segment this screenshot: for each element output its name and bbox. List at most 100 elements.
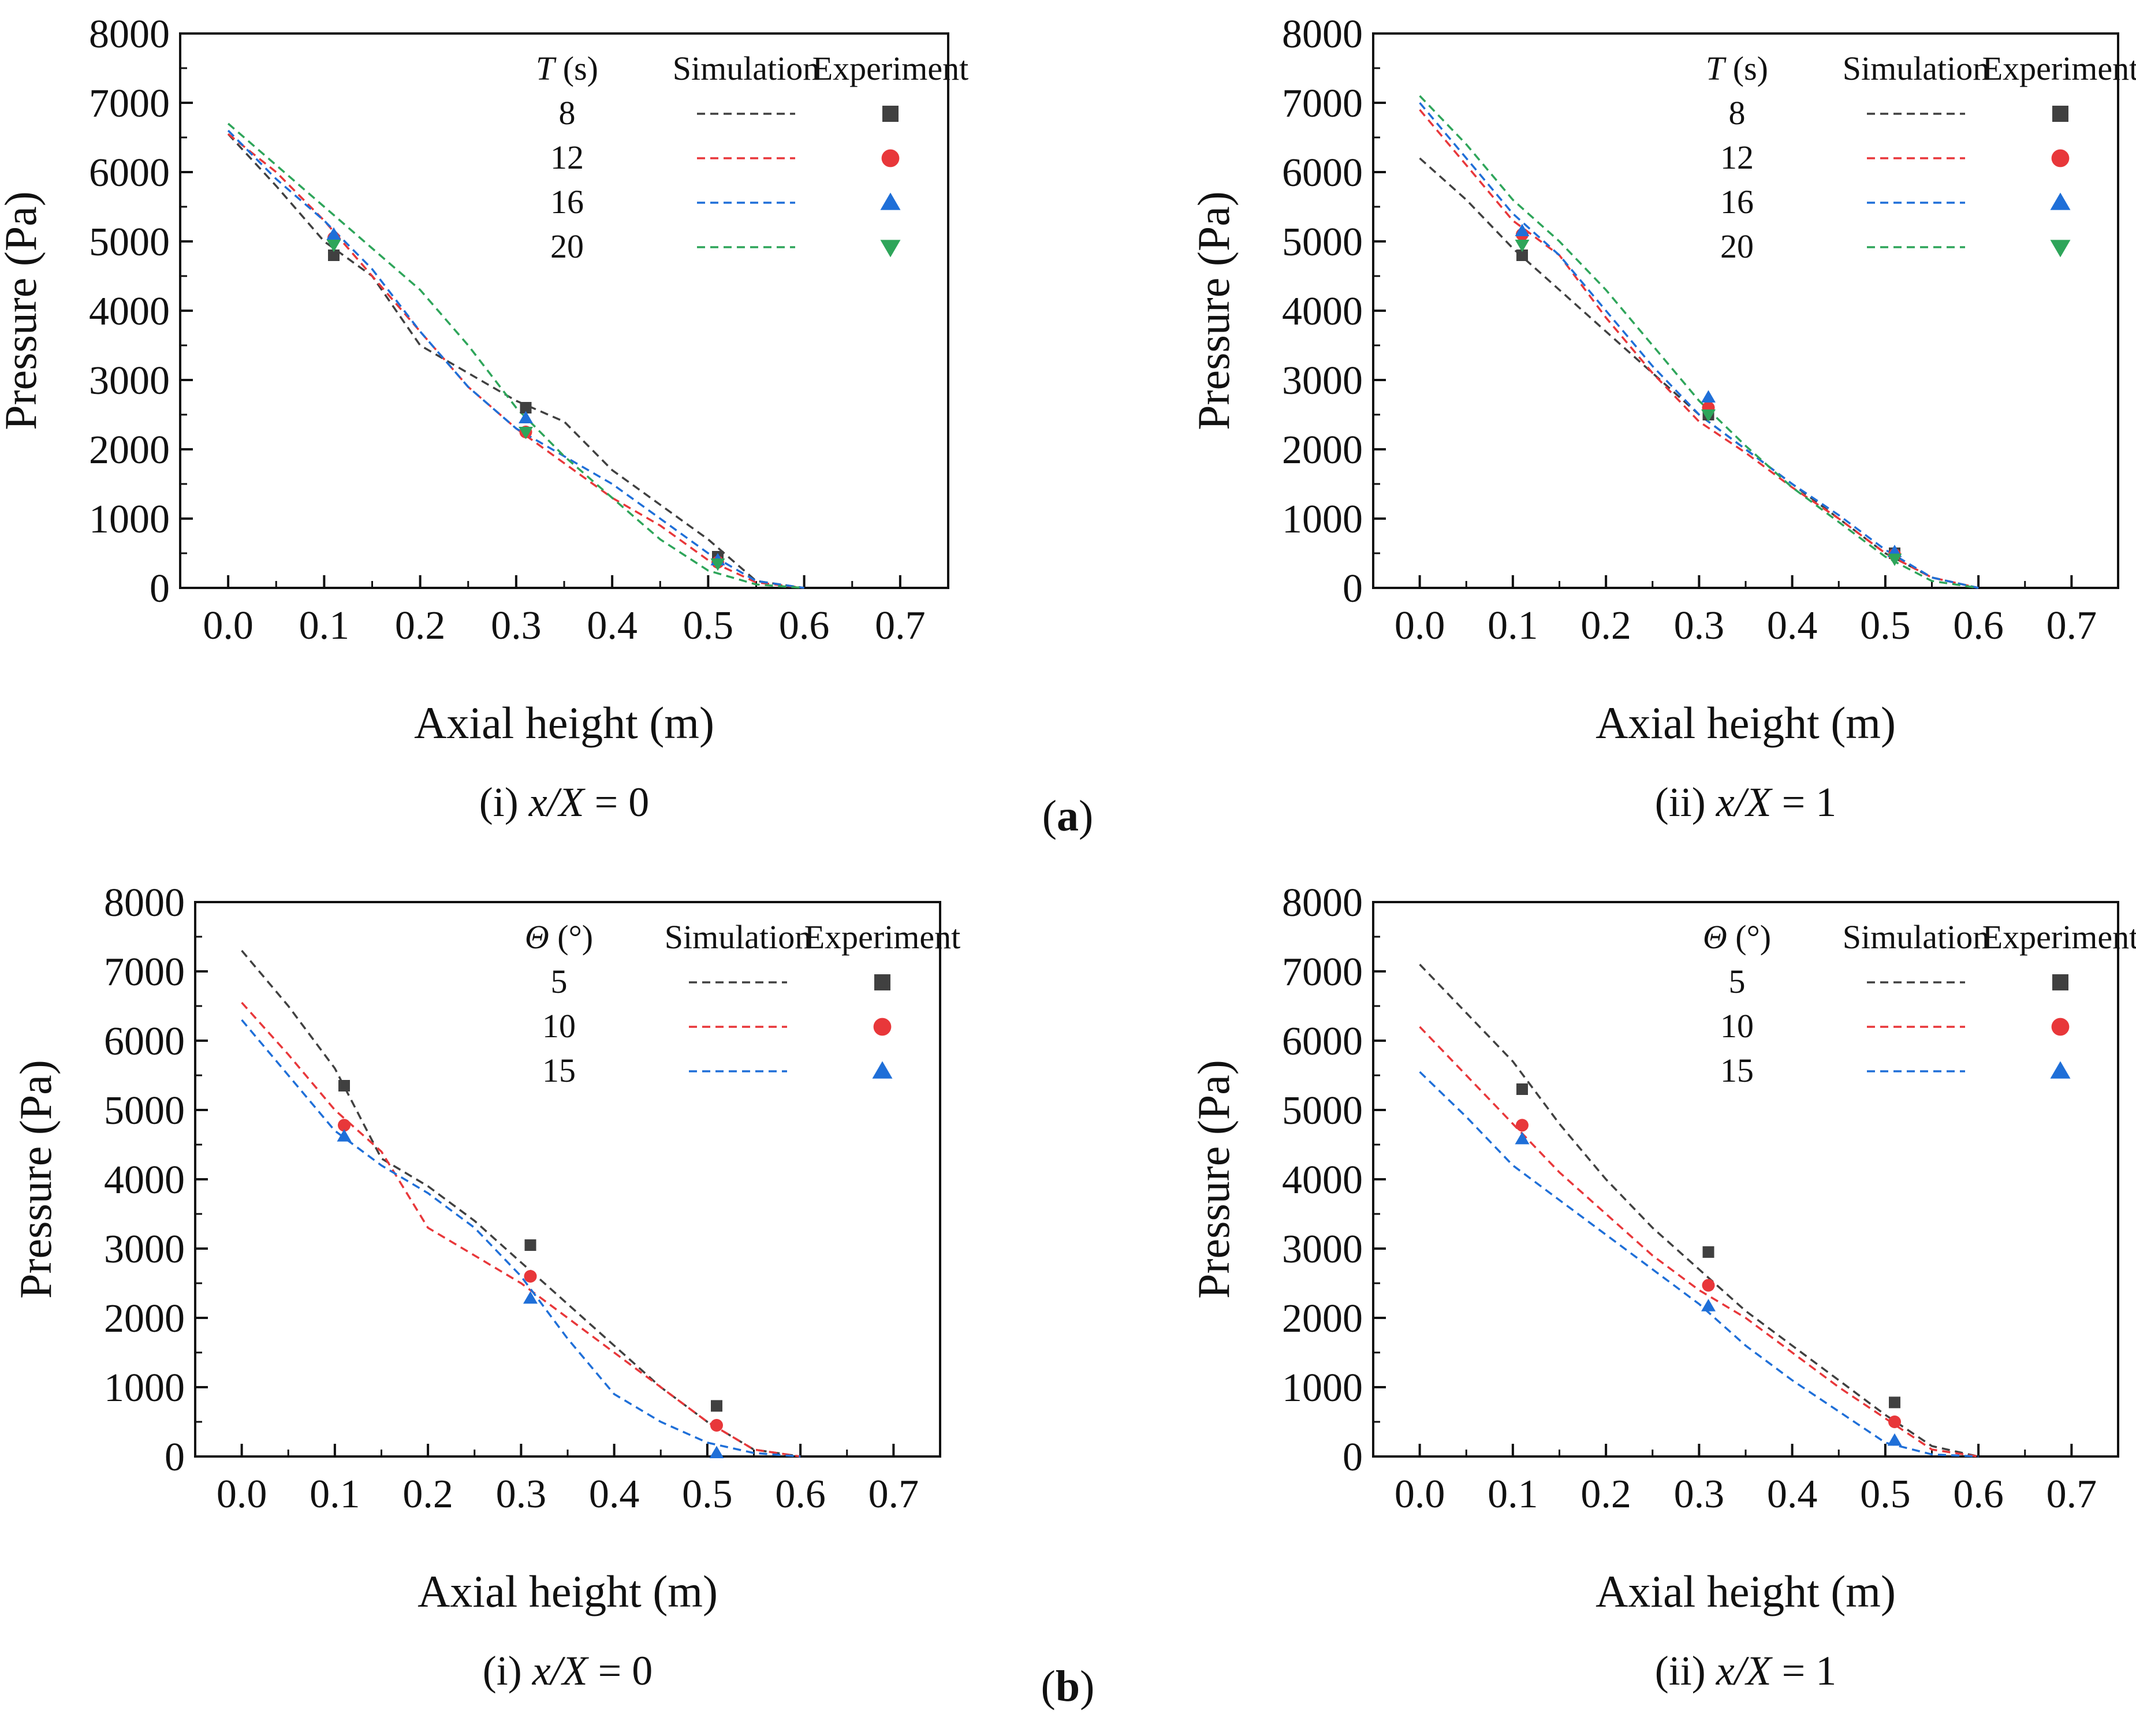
legend-param-header: Θ (°) xyxy=(1703,918,1771,956)
exp-point-10 xyxy=(1516,1119,1529,1132)
legend-param-symbol: T xyxy=(1706,50,1727,87)
part-caption-letter: b xyxy=(1056,1662,1080,1711)
chart-panel-b-i: 0.0 0.1 0.2 0.3 0.4 0.5 0.6 0.7 0 1000 2000 3000 400… xyxy=(10,881,960,1694)
legend-simulation-header: Simulation xyxy=(1843,50,1990,87)
exp-point-16 xyxy=(1515,223,1530,236)
y-tick-label: 0 xyxy=(1343,1435,1363,1480)
x-tick-label: 0.1 xyxy=(1488,1472,1538,1517)
exp-point-10 xyxy=(524,1270,537,1283)
y-tick-label: 5000 xyxy=(1282,1089,1363,1133)
sim-line-20 xyxy=(1419,95,1979,589)
y-tick-label: 4000 xyxy=(1282,289,1363,334)
x-tick-label: 0.2 xyxy=(1580,603,1631,648)
legend-series-name: 8 xyxy=(1729,94,1746,132)
x-tick-label: 0.5 xyxy=(1860,603,1911,648)
legend-exp-marker-8 xyxy=(2052,106,2068,122)
x-tick-label: 0.7 xyxy=(875,603,926,648)
x-tick-label: 0.3 xyxy=(1674,603,1725,648)
y-tick-label: 3000 xyxy=(89,359,170,403)
y-axis-title: Pressure (Pa) xyxy=(10,1060,61,1299)
x-axis-title: Axial height (m) xyxy=(417,1566,718,1616)
legend-series-name: 20 xyxy=(1720,228,1754,265)
legend-series-name: 8 xyxy=(559,94,576,132)
plot-frame xyxy=(194,901,941,1458)
legend-experiment-header: Experiment xyxy=(1982,918,2136,956)
simulation-lines xyxy=(1419,95,1979,589)
x-tick-label: 0.3 xyxy=(491,603,542,648)
exp-point-8 xyxy=(1516,249,1528,261)
exp-point-16 xyxy=(519,411,533,423)
x-tick-label: 0.6 xyxy=(779,603,830,648)
experiment-points xyxy=(337,1080,724,1458)
legend-series-name: 15 xyxy=(1720,1052,1754,1089)
y-tick-label: 1000 xyxy=(1282,497,1363,542)
legend-series-name: 15 xyxy=(542,1052,576,1089)
x-tick-label: 0.2 xyxy=(402,1472,453,1517)
exp-point-5 xyxy=(711,1400,722,1412)
chart-panel-a-ii: 0.0 0.1 0.2 0.3 0.4 0.5 0.6 0.7 0 1000 2000 3000 400… xyxy=(1188,12,2136,825)
legend-exp-marker-8 xyxy=(882,106,899,122)
legend-param-unit: (°) xyxy=(1727,918,1771,956)
sim-line-10 xyxy=(1419,1026,1979,1458)
x-tick-label: 0.6 xyxy=(775,1472,826,1517)
panel-subtitle: (ii) x/X = 1 xyxy=(1655,779,1837,825)
sim-line-16 xyxy=(1419,102,1979,589)
y-tick-label: 1000 xyxy=(89,497,170,542)
exp-point-5 xyxy=(1889,1396,1900,1409)
x-tick-label: 0.1 xyxy=(310,1472,360,1517)
x-axis-title: Axial height (m) xyxy=(1596,1566,1896,1616)
y-tick-label: 5000 xyxy=(1282,220,1363,265)
panel-subtitle-part: = 0 xyxy=(584,779,650,825)
x-tick-label: 0.0 xyxy=(1395,603,1445,648)
y-tick-label: 7000 xyxy=(1282,950,1363,994)
legend-series-name: 10 xyxy=(542,1007,576,1045)
y-tick-label: 1000 xyxy=(1282,1366,1363,1410)
legend-exp-marker-20 xyxy=(880,240,901,258)
legend-series-name: 5 xyxy=(551,963,568,1000)
exp-point-10 xyxy=(1888,1415,1901,1428)
sim-line-15 xyxy=(241,1019,801,1458)
panel-subtitle: (i) x/X = 0 xyxy=(479,779,650,825)
x-tick-label: 0.3 xyxy=(1674,1472,1725,1517)
y-axis-title: Pressure (Pa) xyxy=(0,191,46,430)
x-tick-label: 0.4 xyxy=(1767,603,1818,648)
x-tick-label: 0.4 xyxy=(587,603,638,648)
y-tick-label: 6000 xyxy=(104,1019,185,1064)
part-caption-paren: ( xyxy=(1042,792,1057,840)
legend-param-header: Θ (°) xyxy=(525,918,593,956)
y-tick-label: 0 xyxy=(150,567,170,611)
simulation-lines xyxy=(227,122,804,589)
x-tick-label: 0.6 xyxy=(1953,603,2004,648)
y-tick-label: 8000 xyxy=(1282,12,1363,57)
legend-experiment-header: Experiment xyxy=(1982,50,2136,87)
x-tick-label: 0.6 xyxy=(1953,1472,2004,1517)
x-tick-label: 0.4 xyxy=(589,1472,640,1517)
x-tick-label: 0.7 xyxy=(868,1472,919,1517)
legend-exp-marker-15 xyxy=(872,1061,893,1079)
legend-series-name: 16 xyxy=(550,183,584,221)
part-caption-b: (b) xyxy=(1041,1662,1095,1711)
y-tick-label: 3000 xyxy=(1282,1227,1363,1272)
legend-simulation-header: Simulation xyxy=(1843,918,1990,956)
y-tick-label: 2000 xyxy=(1282,428,1363,472)
legend-exp-marker-16 xyxy=(880,192,901,210)
exp-point-5 xyxy=(1702,1246,1714,1258)
x-tick-label: 0.1 xyxy=(1488,603,1538,648)
sim-line-12 xyxy=(1419,109,1979,589)
plot-frame xyxy=(1372,32,2119,589)
panel-subtitle-part: x/X xyxy=(1716,779,1773,825)
legend-experiment-header: Experiment xyxy=(812,50,969,87)
sim-line-5 xyxy=(241,949,801,1458)
legend-param-header: T (s) xyxy=(536,50,598,87)
sim-line-8 xyxy=(227,133,804,589)
panel-subtitle-part: x/X xyxy=(528,779,586,825)
sim-line-10 xyxy=(241,1001,801,1458)
y-tick-label: 4000 xyxy=(89,289,170,334)
exp-point-16 xyxy=(326,227,341,240)
sim-line-5 xyxy=(1419,963,1979,1458)
chart-panel-a-i: 0.0 0.1 0.2 0.3 0.4 0.5 0.6 0.7 0 1000 2000 3000 400… xyxy=(0,12,968,825)
exp-point-5 xyxy=(338,1080,350,1091)
